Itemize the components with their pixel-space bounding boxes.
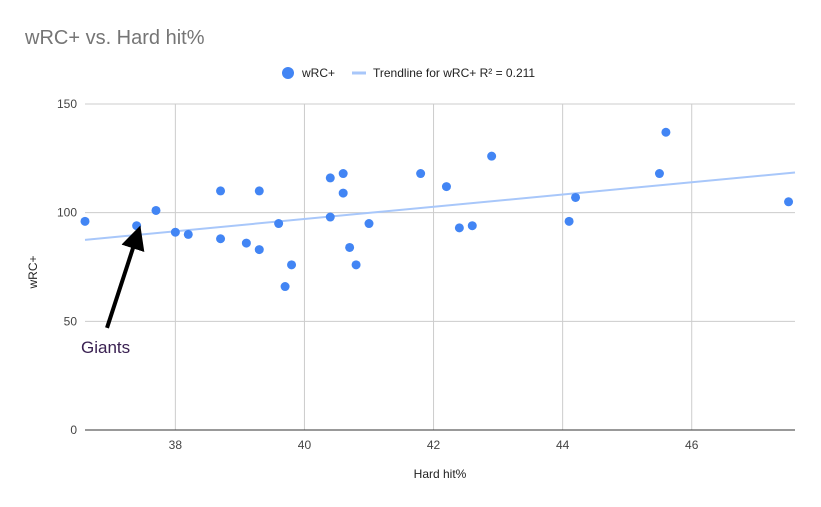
x-tick-label: 40 xyxy=(298,438,312,452)
data-point xyxy=(351,260,361,270)
y-tick-label: 50 xyxy=(64,314,78,328)
data-point xyxy=(325,212,335,222)
data-point xyxy=(254,186,264,196)
data-point xyxy=(364,219,374,229)
trendline-layer xyxy=(84,171,796,241)
x-tick-label: 44 xyxy=(556,438,570,452)
chart-title: wRC+ vs. Hard hit% xyxy=(24,27,205,49)
annotation-arrow xyxy=(105,225,145,329)
y-axis-title: wRC+ xyxy=(26,255,40,289)
data-point xyxy=(467,221,477,231)
data-point xyxy=(132,221,142,231)
x-axis-title: Hard hit% xyxy=(414,467,467,481)
data-point xyxy=(571,192,581,202)
data-point xyxy=(441,182,451,192)
y-tick-label: 0 xyxy=(70,423,77,437)
legend-label-series: wRC+ xyxy=(301,66,335,80)
data-point xyxy=(170,227,180,237)
data-point xyxy=(274,219,284,229)
data-point xyxy=(338,169,348,179)
x-tick-label: 38 xyxy=(169,438,183,452)
data-point xyxy=(254,245,264,255)
data-point xyxy=(216,186,226,196)
axes: 0 50 100 150 38 40 42 44 46 xyxy=(57,97,795,452)
data-point xyxy=(241,238,251,248)
data-points xyxy=(80,127,794,292)
y-tick-label: 100 xyxy=(57,206,77,220)
data-point xyxy=(661,127,671,137)
data-point xyxy=(345,242,355,252)
data-point xyxy=(654,169,664,179)
legend-label-trendline: Trendline for wRC+ R² = 0.211 xyxy=(373,66,535,80)
data-point xyxy=(280,282,290,292)
x-tick-label: 46 xyxy=(685,438,699,452)
data-point xyxy=(454,223,464,233)
data-point xyxy=(80,216,90,226)
data-point xyxy=(416,169,426,179)
data-point xyxy=(325,173,335,183)
data-point xyxy=(183,229,193,239)
x-tick-label: 42 xyxy=(427,438,441,452)
annotations: Giants xyxy=(81,225,145,357)
legend-marker-wRC xyxy=(282,67,294,79)
y-tick-label: 150 xyxy=(57,97,77,111)
data-point xyxy=(338,188,348,198)
legend: wRC+ Trendline for wRC+ R² = 0.211 xyxy=(282,66,535,80)
data-point xyxy=(487,151,497,161)
data-point xyxy=(151,205,161,215)
annotation-label: Giants xyxy=(81,338,130,357)
data-point xyxy=(564,216,574,226)
gridlines xyxy=(85,103,795,430)
data-point xyxy=(216,234,226,244)
trendline xyxy=(84,171,796,241)
data-point xyxy=(784,197,794,207)
data-point xyxy=(287,260,297,270)
